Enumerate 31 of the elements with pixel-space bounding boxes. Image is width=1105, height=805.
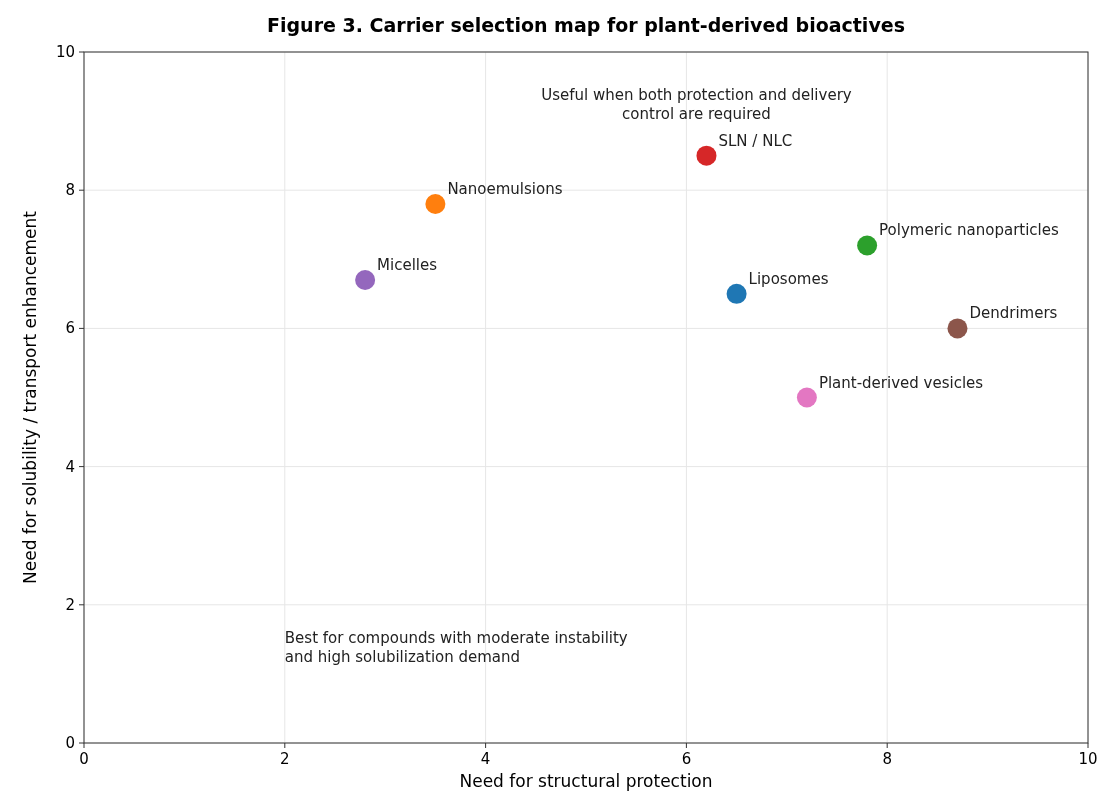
chart-title: Figure 3. Carrier selection map for plant-derived bioactives: [267, 14, 905, 36]
point: [796, 387, 817, 408]
y-tick-label: 8: [65, 181, 75, 200]
series-label: Micelles: [377, 256, 438, 275]
y-tick-label: 4: [65, 457, 75, 476]
y-tick-label: 10: [55, 43, 75, 61]
x-tick-label: 8: [882, 750, 892, 768]
series-label: Plant-derived vesicles: [818, 373, 984, 392]
y-tick-label: 0: [65, 734, 75, 752]
series-label: Polymeric nanoparticles: [879, 221, 1059, 240]
x-tick-label: 0: [79, 750, 89, 768]
point: [857, 235, 878, 256]
y-tick-label: 6: [65, 319, 75, 338]
series-label: SLN / NLC: [718, 131, 793, 150]
x-tick-label: 2: [280, 750, 290, 768]
point: [947, 318, 968, 339]
series-label: Liposomes: [748, 269, 829, 288]
point: [696, 145, 717, 166]
point: [355, 270, 376, 291]
x-tick-label: 4: [480, 750, 491, 768]
x-axis-title: Need for structural protection: [459, 771, 713, 791]
series-label: Dendrimers: [969, 304, 1058, 323]
point: [425, 194, 446, 215]
point: [726, 283, 747, 304]
y-axis-title: Need for solubility / transport enhancement: [20, 210, 40, 585]
annotation: Useful when both protection and delivery control are required: [541, 86, 852, 124]
x-tick-label: 10: [1078, 750, 1098, 768]
series-label: Nanoemulsions: [447, 180, 563, 199]
y-tick-label: 2: [65, 595, 75, 614]
x-tick-label: 6: [681, 750, 692, 768]
annotation: Best for compounds with moderate instability and high solubilization demand: [284, 628, 628, 666]
